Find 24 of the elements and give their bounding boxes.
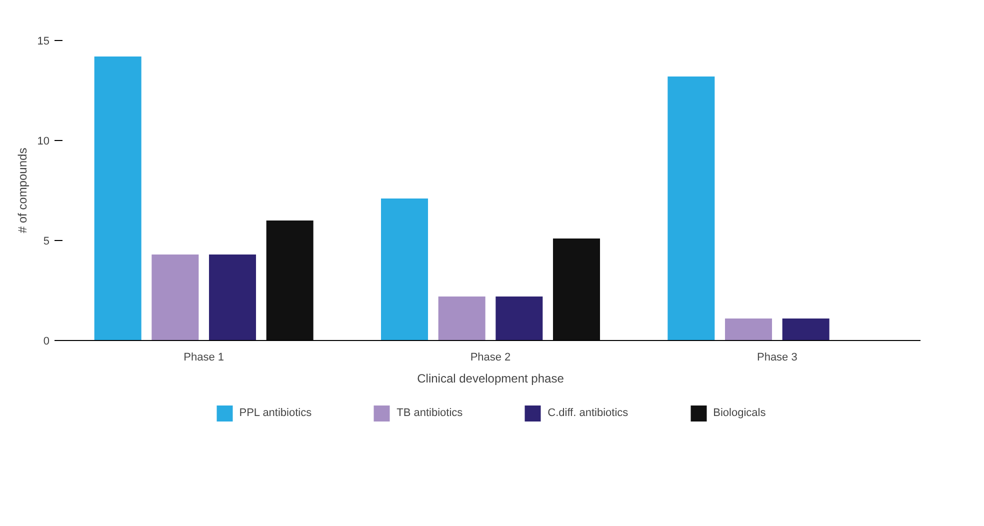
bar [668, 76, 715, 340]
y-tick-label: 15 [37, 36, 50, 48]
bar [266, 220, 314, 340]
bar [152, 254, 199, 340]
y-tick-label: 5 [43, 236, 50, 248]
x-tick-label: Phase 1 [184, 352, 224, 364]
legend-label: PPL antibiotics [239, 407, 312, 419]
legend-label: C.diff. antibiotics [548, 407, 628, 419]
bar [496, 296, 543, 340]
x-axis-title: Clinical development phase [417, 372, 564, 386]
y-tick-label: 0 [43, 336, 50, 348]
bar [724, 318, 772, 340]
y-tick-label: 10 [37, 136, 50, 148]
y-axis-title: # of compounds [15, 148, 30, 234]
bar [552, 238, 600, 340]
legend-label: TB antibiotics [396, 407, 463, 419]
bar [438, 296, 486, 340]
x-tick-label: Phase 3 [756, 352, 798, 364]
bar [782, 318, 830, 340]
bar [208, 254, 256, 340]
bar [94, 56, 142, 340]
x-tick-label: Phase 2 [470, 352, 511, 364]
bar [380, 198, 428, 340]
legend-label: Biologicals [713, 407, 766, 419]
